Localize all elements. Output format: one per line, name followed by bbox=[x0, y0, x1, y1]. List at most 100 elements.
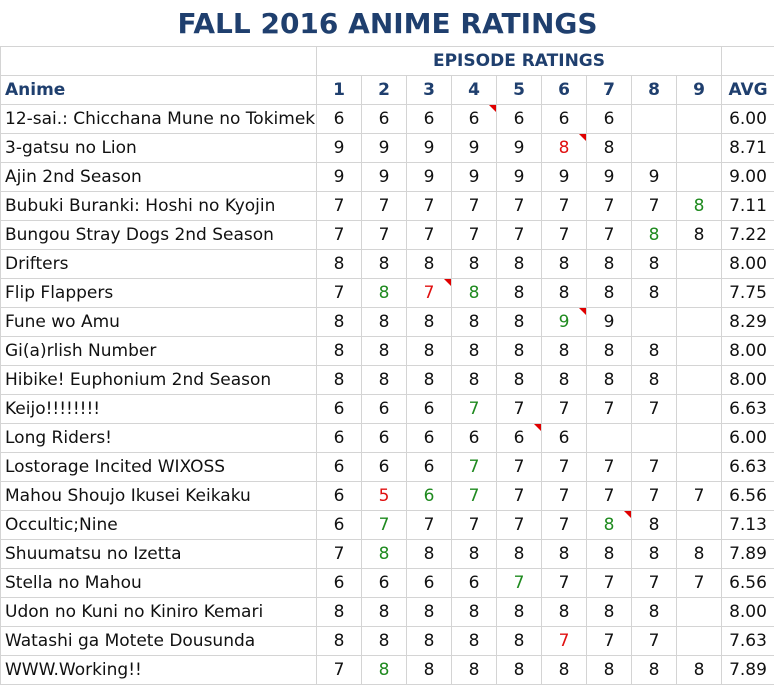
rating-cell[interactable]: 7 bbox=[586, 394, 632, 424]
anime-name-cell[interactable]: WWW.Working!! bbox=[0, 655, 317, 685]
anime-name-cell[interactable]: Bungou Stray Dogs 2nd Season bbox=[0, 220, 317, 250]
rating-cell[interactable]: 8 bbox=[586, 249, 632, 279]
rating-cell[interactable]: 8 bbox=[586, 597, 632, 627]
average-cell[interactable]: 7.89 bbox=[720, 539, 774, 569]
rating-cell[interactable]: 8 bbox=[676, 539, 722, 569]
rating-cell[interactable]: 8 bbox=[496, 307, 542, 337]
column-header-episode[interactable]: 9 bbox=[676, 75, 722, 105]
rating-cell[interactable]: 8 bbox=[361, 307, 407, 337]
rating-cell[interactable]: 6 bbox=[361, 104, 407, 134]
rating-cell[interactable]: 8 bbox=[496, 597, 542, 627]
rating-cell[interactable]: 8 bbox=[676, 220, 722, 250]
rating-cell[interactable]: 8 bbox=[631, 220, 677, 250]
rating-cell[interactable]: 7 bbox=[631, 452, 677, 482]
rating-cell[interactable]: 8 bbox=[676, 191, 722, 221]
episode-ratings-header[interactable]: EPISODE RATINGS bbox=[316, 46, 722, 76]
rating-cell[interactable]: 8 bbox=[316, 307, 362, 337]
anime-name-cell[interactable]: Long Riders! bbox=[0, 423, 317, 453]
rating-cell[interactable]: 7 bbox=[361, 510, 407, 540]
average-cell[interactable]: 7.13 bbox=[720, 510, 774, 540]
rating-cell[interactable]: 7 bbox=[631, 191, 677, 221]
rating-cell[interactable]: 6 bbox=[406, 568, 452, 598]
average-cell[interactable]: 8.71 bbox=[720, 133, 774, 163]
rating-cell[interactable]: 8 bbox=[361, 597, 407, 627]
anime-name-cell[interactable]: 12-sai.: Chicchana Mune no Tokimeki bbox=[0, 104, 317, 134]
rating-cell[interactable]: 6 bbox=[316, 423, 362, 453]
rating-cell[interactable]: 7 bbox=[586, 191, 632, 221]
rating-cell[interactable]: 6 bbox=[361, 423, 407, 453]
rating-cell[interactable]: 8 bbox=[451, 307, 497, 337]
rating-cell[interactable] bbox=[676, 626, 722, 656]
rating-cell[interactable]: 8 bbox=[586, 336, 632, 366]
rating-cell[interactable]: 5 bbox=[361, 481, 407, 511]
rating-cell[interactable]: 7 bbox=[496, 510, 542, 540]
rating-cell[interactable]: 8 bbox=[451, 597, 497, 627]
average-cell[interactable]: 9.00 bbox=[720, 162, 774, 192]
rating-cell[interactable]: 8 bbox=[541, 539, 587, 569]
column-header-avg[interactable]: AVG bbox=[720, 75, 774, 105]
rating-cell[interactable]: 7 bbox=[586, 626, 632, 656]
rating-cell[interactable]: 8 bbox=[631, 365, 677, 395]
rating-cell[interactable]: 7 bbox=[451, 481, 497, 511]
rating-cell[interactable]: 8 bbox=[541, 655, 587, 685]
rating-cell[interactable]: 7 bbox=[586, 220, 632, 250]
rating-cell[interactable] bbox=[631, 423, 677, 453]
rating-cell[interactable]: 7 bbox=[496, 220, 542, 250]
anime-name-cell[interactable]: Bubuki Buranki: Hoshi no Kyojin bbox=[0, 191, 317, 221]
rating-cell[interactable]: 7 bbox=[631, 568, 677, 598]
rating-cell[interactable]: 6 bbox=[361, 452, 407, 482]
rating-cell[interactable]: 6 bbox=[316, 568, 362, 598]
rating-cell[interactable]: 6 bbox=[451, 423, 497, 453]
rating-cell[interactable] bbox=[676, 597, 722, 627]
rating-cell[interactable]: 6 bbox=[316, 394, 362, 424]
rating-cell[interactable]: 7 bbox=[541, 394, 587, 424]
rating-cell[interactable]: 7 bbox=[451, 452, 497, 482]
rating-cell[interactable]: 6 bbox=[406, 394, 452, 424]
rating-cell[interactable]: 8 bbox=[451, 655, 497, 685]
rating-cell[interactable] bbox=[676, 307, 722, 337]
rating-cell[interactable]: 8 bbox=[586, 278, 632, 308]
anime-name-cell[interactable]: Gi(a)rlish Number bbox=[0, 336, 317, 366]
rating-cell[interactable]: 7 bbox=[451, 191, 497, 221]
column-header-episode[interactable]: 7 bbox=[586, 75, 632, 105]
rating-cell[interactable]: 7 bbox=[541, 191, 587, 221]
rating-cell[interactable]: 9 bbox=[541, 162, 587, 192]
rating-cell[interactable]: 8 bbox=[631, 597, 677, 627]
rating-cell[interactable]: 8 bbox=[406, 336, 452, 366]
rating-cell[interactable]: 8 bbox=[361, 626, 407, 656]
rating-cell[interactable] bbox=[676, 133, 722, 163]
rating-cell[interactable] bbox=[676, 452, 722, 482]
rating-cell[interactable]: 7 bbox=[676, 481, 722, 511]
anime-name-cell[interactable]: Flip Flappers bbox=[0, 278, 317, 308]
rating-cell[interactable]: 7 bbox=[316, 220, 362, 250]
rating-cell[interactable] bbox=[676, 423, 722, 453]
rating-cell[interactable]: 7 bbox=[451, 510, 497, 540]
rating-cell[interactable]: 9 bbox=[451, 133, 497, 163]
column-header-episode[interactable]: 1 bbox=[316, 75, 362, 105]
column-header-episode[interactable]: 6 bbox=[541, 75, 587, 105]
column-header-episode[interactable]: 4 bbox=[451, 75, 497, 105]
rating-cell[interactable]: 7 bbox=[406, 191, 452, 221]
rating-cell[interactable]: 8 bbox=[316, 336, 362, 366]
anime-name-cell[interactable]: Stella no Mahou bbox=[0, 568, 317, 598]
comment-indicator-icon[interactable] bbox=[534, 424, 541, 431]
rating-cell[interactable]: 7 bbox=[541, 568, 587, 598]
anime-name-cell[interactable]: Fune wo Amu bbox=[0, 307, 317, 337]
rating-cell[interactable] bbox=[676, 162, 722, 192]
average-cell[interactable]: 8.00 bbox=[720, 336, 774, 366]
average-cell[interactable]: 7.89 bbox=[720, 655, 774, 685]
empty-cell[interactable] bbox=[0, 46, 317, 76]
rating-cell[interactable]: 6 bbox=[541, 104, 587, 134]
rating-cell[interactable] bbox=[676, 336, 722, 366]
comment-indicator-icon[interactable] bbox=[579, 134, 586, 141]
rating-cell[interactable]: 8 bbox=[316, 365, 362, 395]
rating-cell[interactable] bbox=[676, 104, 722, 134]
rating-cell[interactable]: 7 bbox=[541, 220, 587, 250]
page-title[interactable]: FALL 2016 ANIME RATINGS bbox=[0, 0, 774, 47]
rating-cell[interactable]: 7 bbox=[541, 510, 587, 540]
rating-cell[interactable]: 8 bbox=[586, 133, 632, 163]
rating-cell[interactable]: 7 bbox=[631, 481, 677, 511]
average-cell[interactable]: 7.63 bbox=[720, 626, 774, 656]
rating-cell[interactable] bbox=[676, 249, 722, 279]
rating-cell[interactable]: 7 bbox=[316, 539, 362, 569]
